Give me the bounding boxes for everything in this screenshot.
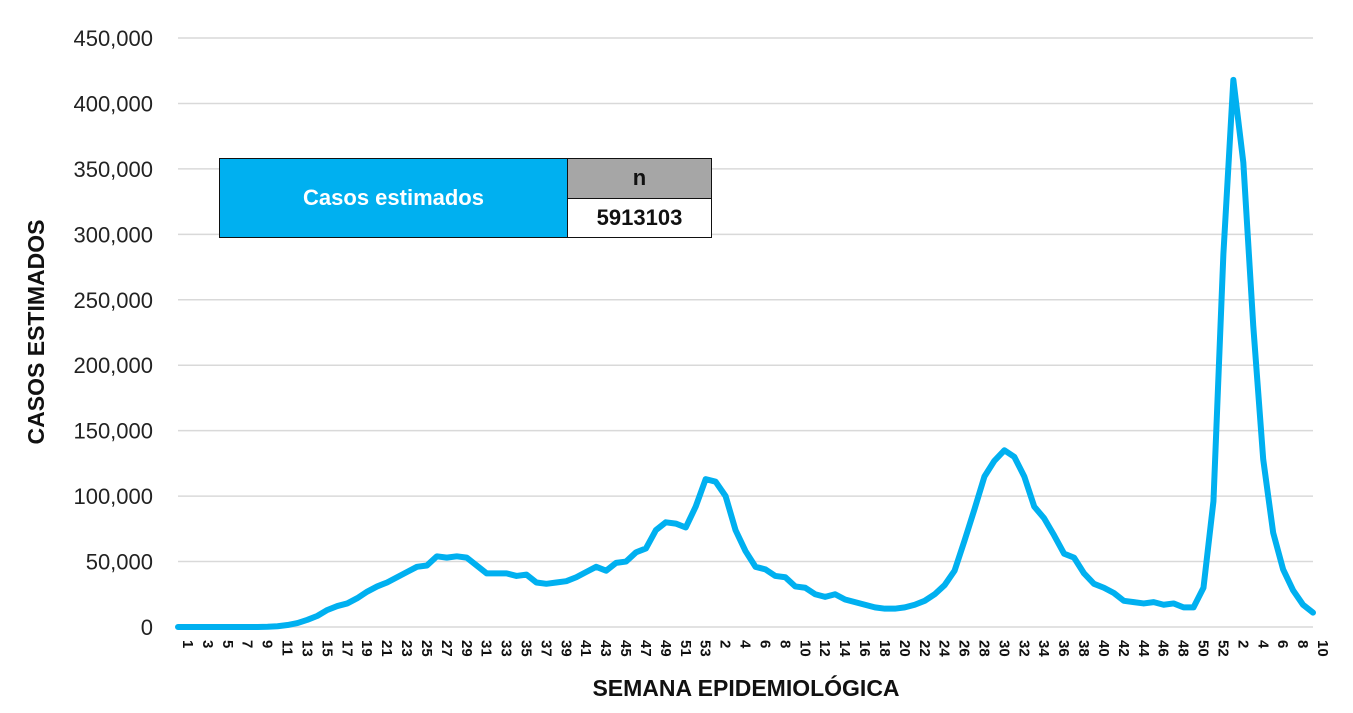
x-tick-label: 4 bbox=[1254, 640, 1271, 649]
y-tick-label: 200,000 bbox=[73, 353, 153, 378]
x-tick-label: 10 bbox=[1314, 640, 1331, 657]
x-tick-label: 13 bbox=[298, 640, 315, 657]
x-tick-label: 12 bbox=[816, 640, 833, 657]
x-tick-label: 46 bbox=[1155, 640, 1172, 657]
x-tick-label: 44 bbox=[1135, 640, 1152, 657]
x-tick-label: 18 bbox=[876, 640, 893, 657]
x-tick-label: 34 bbox=[1035, 640, 1052, 657]
legend-total-value: 5913103 bbox=[568, 198, 711, 237]
y-tick-label: 450,000 bbox=[73, 26, 153, 51]
x-tick-label: 48 bbox=[1175, 640, 1192, 657]
y-tick-label: 250,000 bbox=[73, 288, 153, 313]
x-tick-label: 23 bbox=[398, 640, 415, 657]
x-tick-label: 3 bbox=[199, 640, 216, 648]
y-tick-label: 300,000 bbox=[73, 222, 153, 247]
y-tick-label: 150,000 bbox=[73, 419, 153, 444]
x-tick-label: 42 bbox=[1115, 640, 1132, 657]
x-tick-label: 24 bbox=[936, 640, 953, 657]
x-tick-label: 6 bbox=[1274, 640, 1291, 648]
x-tick-label: 52 bbox=[1214, 640, 1231, 657]
x-tick-label: 50 bbox=[1195, 640, 1212, 657]
x-tick-label: 19 bbox=[358, 640, 375, 657]
x-tick-label: 31 bbox=[478, 640, 495, 657]
x-tick-label: 14 bbox=[836, 640, 853, 657]
x-tick-label: 1 bbox=[179, 640, 196, 648]
x-tick-label: 15 bbox=[318, 640, 335, 657]
legend-label: Casos estimados bbox=[220, 159, 568, 237]
x-tick-label: 10 bbox=[796, 640, 813, 657]
x-tick-label: 35 bbox=[518, 640, 535, 657]
x-tick-label: 45 bbox=[617, 640, 634, 657]
x-tick-label: 32 bbox=[1015, 640, 1032, 657]
x-tick-label: 43 bbox=[597, 640, 614, 657]
x-tick-label: 4 bbox=[737, 640, 754, 649]
x-tick-label: 27 bbox=[438, 640, 455, 657]
x-tick-label: 30 bbox=[995, 640, 1012, 657]
x-tick-label: 38 bbox=[1075, 640, 1092, 657]
x-tick-label: 6 bbox=[756, 640, 773, 648]
y-axis-ticks: 0 50,000 100,000 150,000 200,000 250,000 300,0… bbox=[73, 26, 153, 640]
y-tick-label: 400,000 bbox=[73, 91, 153, 116]
x-tick-label: 7 bbox=[239, 640, 256, 648]
x-tick-label: 8 bbox=[776, 640, 793, 648]
x-tick-label: 8 bbox=[1294, 640, 1311, 648]
x-tick-label: 20 bbox=[896, 640, 913, 657]
x-tick-label: 40 bbox=[1095, 640, 1112, 657]
x-tick-label: 29 bbox=[458, 640, 475, 657]
y-axis-title: CASOS ESTIMADOS bbox=[23, 220, 49, 445]
legend-table: Casos estimados n 5913103 bbox=[219, 158, 712, 238]
y-tick-label: 0 bbox=[141, 615, 153, 640]
x-tick-label: 16 bbox=[856, 640, 873, 657]
x-tick-label: 36 bbox=[1055, 640, 1072, 657]
x-tick-label: 21 bbox=[378, 640, 395, 657]
x-tick-label: 28 bbox=[975, 640, 992, 657]
x-tick-label: 53 bbox=[697, 640, 714, 657]
x-tick-label: 41 bbox=[577, 640, 594, 657]
x-tick-label: 5 bbox=[219, 640, 236, 648]
x-tick-label: 47 bbox=[637, 640, 654, 657]
x-tick-label: 26 bbox=[956, 640, 973, 657]
x-tick-label: 9 bbox=[259, 640, 276, 648]
x-axis-ticks: 1 3 5 7 9 11 13 15 17 19 21 23 25 27 29 31 33 35 37 39 41 43 4… bbox=[179, 640, 1331, 657]
x-tick-label: 33 bbox=[498, 640, 515, 657]
grid-lines bbox=[178, 37, 1313, 628]
x-tick-label: 2 bbox=[1234, 640, 1251, 648]
y-tick-label: 100,000 bbox=[73, 484, 153, 509]
y-tick-label: 350,000 bbox=[73, 157, 153, 182]
x-tick-label: 49 bbox=[657, 640, 674, 657]
x-tick-label: 17 bbox=[338, 640, 355, 657]
x-tick-label: 2 bbox=[717, 640, 734, 648]
y-tick-label: 50,000 bbox=[86, 550, 153, 575]
x-tick-label: 11 bbox=[279, 640, 296, 656]
legend-header: n bbox=[568, 159, 711, 199]
x-tick-label: 22 bbox=[916, 640, 933, 657]
x-axis-title: SEMANA EPIDEMIOLÓGICA bbox=[592, 674, 899, 701]
x-tick-label: 51 bbox=[677, 640, 694, 657]
series-line bbox=[175, 76, 1316, 630]
x-tick-label: 39 bbox=[557, 640, 574, 657]
x-tick-label: 25 bbox=[418, 640, 435, 657]
x-tick-label: 37 bbox=[537, 640, 554, 657]
legend-value-column: n 5913103 bbox=[568, 159, 711, 237]
